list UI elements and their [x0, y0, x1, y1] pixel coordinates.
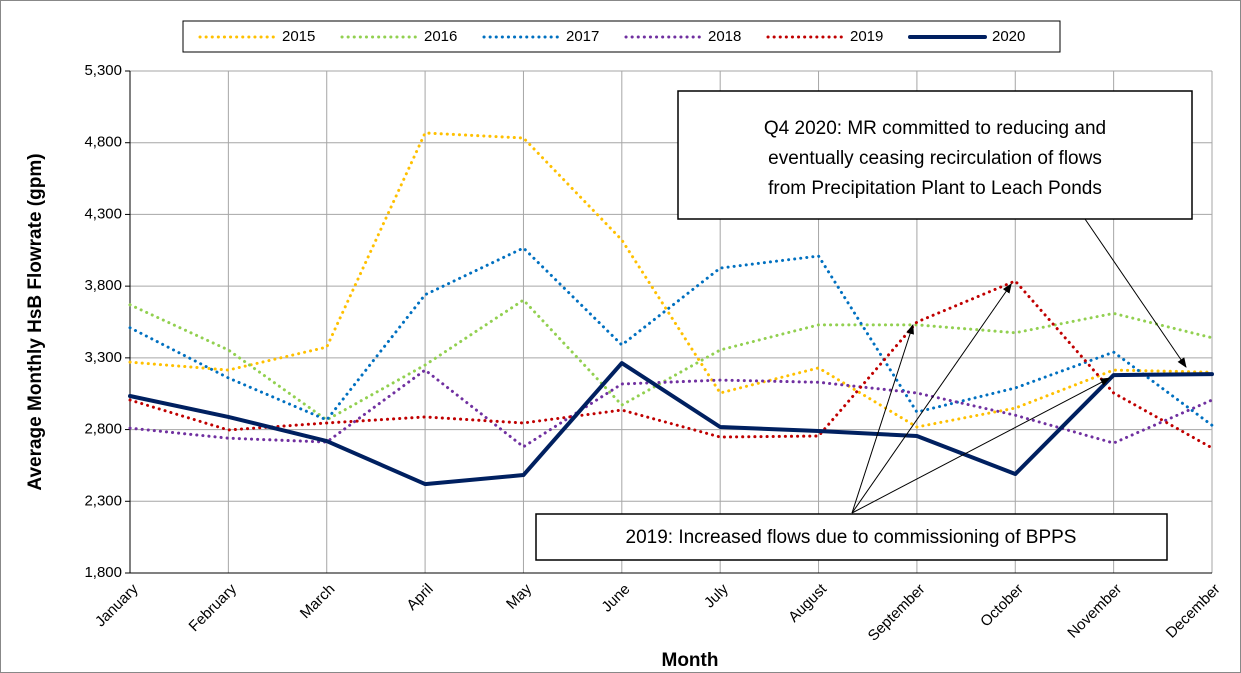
legend-label: 2016: [424, 28, 457, 45]
legend-label: 2017: [566, 28, 599, 45]
legend-label: 2015: [282, 28, 315, 45]
y-tick-label: 2,800: [84, 421, 122, 438]
y-tick-label: 1,800: [84, 564, 122, 581]
legend-box: [182, 20, 1061, 53]
y-tick-label: 3,300: [84, 349, 122, 366]
y-axis-label: Average Monthly HsB Flowrate (gpm): [25, 153, 46, 490]
annotation-arrow: [851, 283, 1012, 514]
annotation-text: from Precipitation Plant to Leach Ponds: [768, 178, 1102, 199]
y-tick-label: 5,300: [84, 62, 122, 79]
legend-label: 2018: [708, 28, 741, 45]
annotation-text: Q4 2020: MR committed to reducing and: [764, 118, 1106, 139]
annotation-text: 2019: Increased flows due to commissioni…: [626, 527, 1077, 548]
annotation-arrow: [851, 324, 914, 514]
annotation-arrow: [851, 377, 1111, 514]
y-tick-label: 3,800: [84, 277, 122, 294]
legend-label: 2020: [992, 28, 1025, 45]
annotation-box: [535, 513, 1168, 561]
annotation-text: eventually ceasing recirculation of flow…: [768, 148, 1102, 169]
y-tick-label: 2,300: [84, 492, 122, 509]
legend-label: 2019: [850, 28, 883, 45]
series-line: [128, 361, 1214, 487]
series-line: [128, 279, 1214, 450]
series-line: [128, 131, 1214, 429]
y-tick-label: 4,300: [84, 205, 122, 222]
annotation-arrow: [1084, 218, 1187, 368]
series-line: [128, 298, 1214, 422]
y-tick-label: 4,800: [84, 134, 122, 151]
x-axis-label: Month: [662, 650, 719, 671]
series-line: [128, 368, 1214, 449]
annotation-box: [677, 90, 1193, 220]
